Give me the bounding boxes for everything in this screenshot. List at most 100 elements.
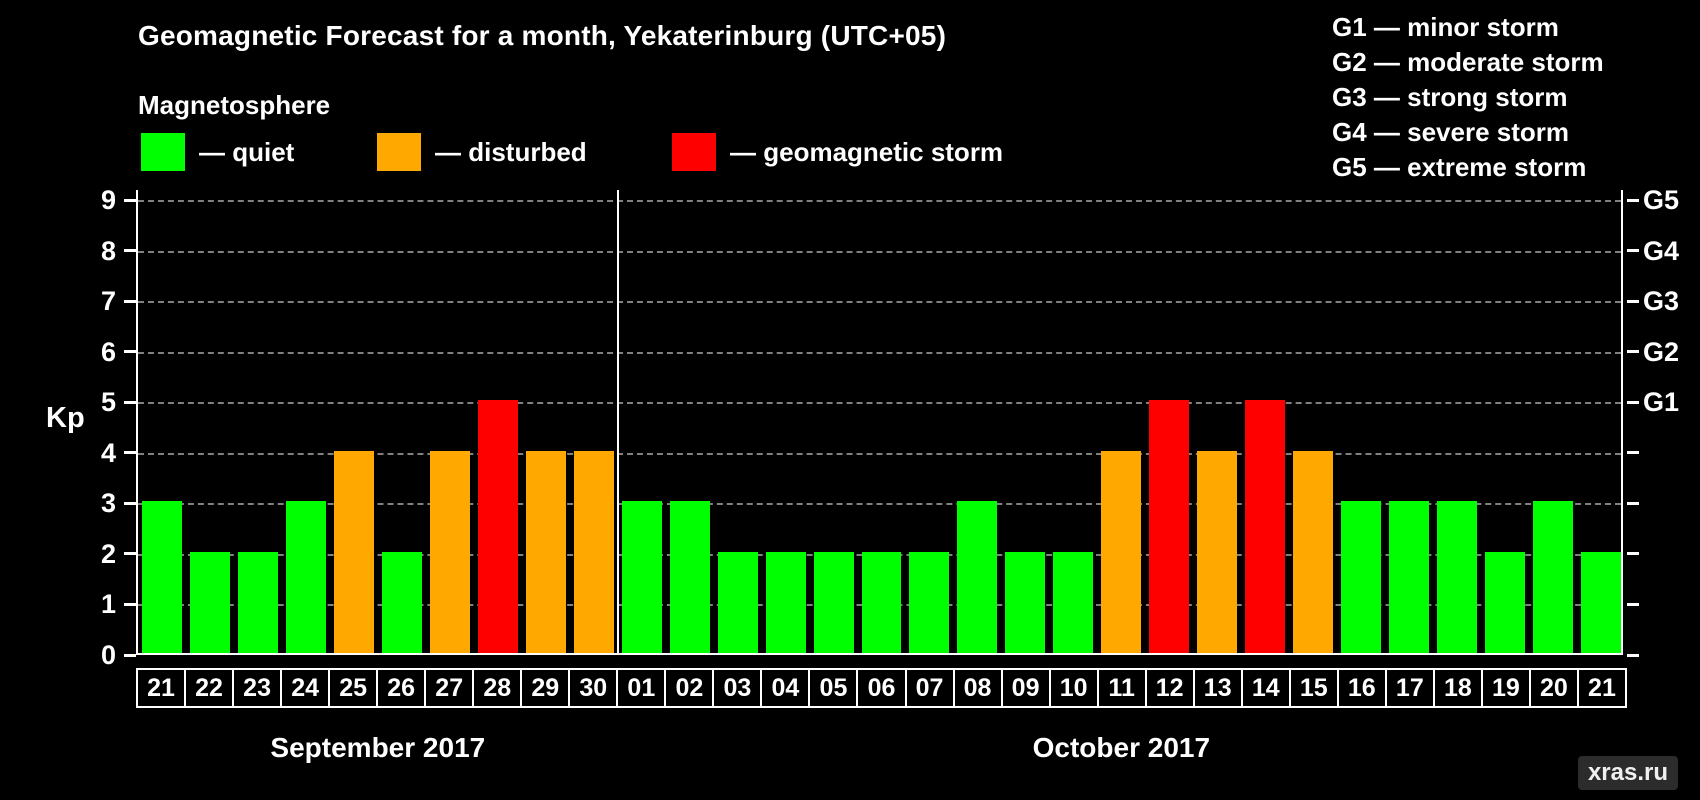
kp-bar-oct-08	[957, 501, 998, 653]
right-axis-label-g3: G3	[1643, 286, 1680, 317]
g-scale-legend-line-3: G3 — strong storm	[1332, 82, 1568, 112]
day-cell-oct-08: 08	[955, 670, 1003, 706]
left-tick-mark	[124, 653, 136, 657]
g-scale-legend: G1 — minor storm G2 — moderate storm G3 — …	[1332, 10, 1604, 185]
kp-bar-oct-18	[1437, 501, 1478, 653]
day-cell-oct-09: 09	[1003, 670, 1051, 706]
kp-bar-oct-20	[1533, 501, 1574, 653]
kp-bar-oct-09	[1005, 551, 1046, 653]
right-axis-label-g5: G5	[1643, 185, 1680, 216]
kp-bar-oct-16	[1341, 501, 1382, 653]
plot-area	[136, 190, 1623, 655]
month-label-october: October 2017	[1032, 732, 1211, 763]
day-cell-oct-03: 03	[714, 670, 763, 706]
right-tick-mark	[1627, 501, 1639, 505]
y-tick-label-0: 0	[100, 640, 116, 670]
right-axis-label-g4: G4	[1643, 235, 1680, 266]
month-separator-line	[616, 190, 619, 653]
kp-bar-sep-21	[142, 501, 182, 653]
kp-bar-oct-11	[1101, 450, 1142, 653]
kp-bar-sep-22	[189, 551, 230, 653]
y-tick-label-6: 6	[100, 336, 116, 367]
right-tick-mark	[1627, 602, 1639, 606]
kp-bar-oct-01	[621, 501, 662, 653]
left-tick-mark	[124, 552, 136, 556]
left-tick-mark	[124, 451, 136, 455]
y-tick-label-4: 4	[100, 437, 116, 468]
day-cell-oct-11: 11	[1099, 670, 1147, 706]
y-tick-label-8: 8	[100, 235, 116, 266]
disturbed-color-swatch	[377, 133, 421, 171]
right-axis-label-g1: G1	[1643, 387, 1680, 418]
kp-bar-sep-24	[285, 501, 326, 653]
legend-item-label: — disturbed	[435, 136, 587, 167]
right-tick-mark	[1627, 552, 1639, 556]
day-cell-oct-04: 04	[762, 670, 811, 706]
day-cell-sep-25: 25	[330, 670, 379, 706]
day-cell-oct-18: 18	[1435, 670, 1483, 706]
day-cell-sep-23: 23	[234, 670, 283, 706]
gridline-kp-9	[138, 200, 1621, 203]
gridline-kp-3	[138, 503, 1621, 506]
quiet-color-swatch	[141, 133, 185, 171]
kp-bar-sep-28	[477, 400, 518, 653]
day-cell-sep-30: 30	[570, 670, 619, 706]
day-cell-oct-10: 10	[1051, 670, 1099, 706]
kp-bar-oct-05	[813, 551, 854, 653]
day-label-row: 21 22 23 24 25 26 27 28 29 30 01 02 03 04 05 06 07 08 09 10…	[136, 668, 1627, 708]
day-cell-sep-24: 24	[282, 670, 331, 706]
legend-item-quiet: — quiet	[141, 132, 294, 172]
kp-bar-oct-10	[1053, 551, 1094, 653]
kp-bar-oct-07	[909, 551, 950, 653]
day-cell-oct-13: 13	[1195, 670, 1243, 706]
storm-color-swatch	[672, 133, 716, 171]
y-tick-label-5: 5	[100, 387, 116, 418]
gridline-kp-8	[138, 250, 1621, 253]
left-tick-mark	[124, 299, 136, 303]
kp-bar-sep-23	[237, 551, 278, 653]
y-tick-label-2: 2	[100, 538, 116, 569]
day-cell-oct-20: 20	[1531, 670, 1579, 706]
day-cell-sep-22: 22	[186, 670, 235, 706]
gridline-kp-7	[138, 301, 1621, 304]
day-cell-sep-26: 26	[378, 670, 427, 706]
y-tick-label-9: 9	[100, 185, 116, 216]
month-label-september: September 2017	[270, 732, 486, 763]
legend-heading: Magnetosphere	[138, 90, 331, 120]
kp-bar-oct-04	[765, 551, 806, 653]
kp-bar-oct-06	[861, 551, 902, 653]
day-cell-oct-21: 21	[1588, 674, 1616, 702]
y-tick-label-1: 1	[100, 589, 116, 620]
right-tick-mark	[1627, 400, 1639, 404]
right-tick-mark	[1627, 653, 1639, 657]
kp-bar-oct-02	[669, 501, 710, 653]
right-tick-mark	[1627, 198, 1639, 202]
kp-bar-oct-12	[1149, 400, 1190, 653]
gridline-kp-5	[138, 402, 1621, 405]
left-tick-mark	[124, 249, 136, 253]
kp-bar-oct-17	[1389, 501, 1430, 653]
day-cell-oct-05: 05	[810, 670, 859, 706]
day-cell-sep-29: 29	[522, 670, 571, 706]
left-tick-mark	[124, 198, 136, 202]
gridline-kp-4	[138, 452, 1621, 455]
left-tick-mark	[124, 400, 136, 404]
kp-bar-sep-29	[525, 450, 566, 653]
kp-bar-sep-27	[429, 450, 470, 653]
kp-bar-sep-26	[381, 551, 422, 653]
day-cell-oct-19: 19	[1483, 670, 1531, 706]
y-tick-label-3: 3	[100, 488, 116, 519]
right-tick-mark	[1627, 350, 1639, 354]
day-cell-oct-15: 15	[1291, 670, 1339, 706]
day-cell-oct-02: 02	[666, 670, 715, 706]
day-cell-oct-14: 14	[1243, 670, 1291, 706]
kp-bar-oct-13	[1197, 450, 1238, 653]
g-scale-legend-line-2: G2 — moderate storm	[1332, 47, 1604, 77]
day-cell-oct-12: 12	[1147, 670, 1195, 706]
g-scale-legend-line-5: G5 — extreme storm	[1332, 152, 1587, 182]
legend-item-label: — geomagnetic storm	[730, 136, 1004, 167]
g-scale-legend-line-1: G1 — minor storm	[1332, 12, 1559, 42]
g-scale-legend-line-4: G4 — severe storm	[1332, 117, 1570, 147]
left-tick-mark	[124, 602, 136, 606]
day-cell-sep-28: 28	[474, 670, 523, 706]
